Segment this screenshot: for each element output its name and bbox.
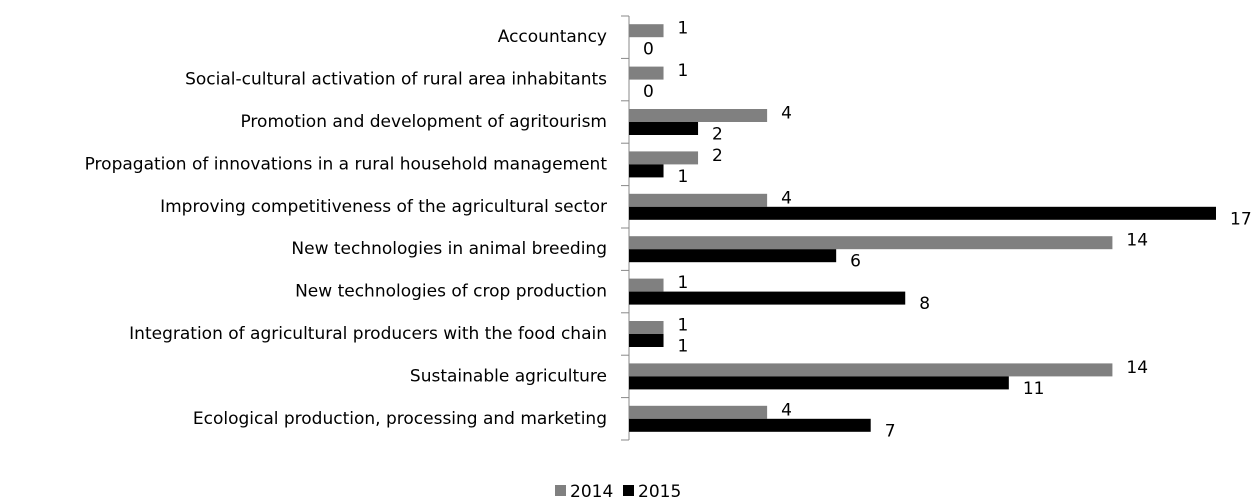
bar [629, 321, 664, 334]
category-label: Accountancy [498, 27, 607, 47]
bar [629, 109, 768, 122]
bar [629, 236, 1113, 250]
category-label: Propagation of innovations in a rural ho… [85, 154, 608, 174]
category-label: Improving competitiveness of the agricul… [160, 197, 607, 217]
legend-label: 2015 [638, 482, 681, 499]
value-label: 7 [885, 421, 896, 441]
category-label: Promotion and development of agritourism [240, 112, 607, 132]
value-label: 17 [1230, 209, 1252, 229]
category-label: Ecological production, processing and ma… [193, 409, 607, 429]
value-label: 11 [1023, 379, 1045, 399]
bar [629, 291, 906, 305]
value-label: 0 [643, 82, 654, 102]
category-label: Integration of agricultural producers wi… [129, 324, 607, 344]
legend-label: 2014 [570, 482, 613, 499]
category-label: Sustainable agriculture [410, 366, 607, 386]
value-label: 2 [712, 125, 723, 145]
category-label: New technologies in animal breeding [291, 239, 607, 259]
value-label: 14 [1126, 358, 1148, 378]
bar [629, 206, 1216, 220]
category-label: New technologies of crop production [295, 282, 607, 302]
value-label: 8 [919, 294, 930, 314]
legend-swatch [623, 485, 634, 496]
legend-swatch [555, 485, 566, 496]
bar [629, 376, 1009, 390]
value-label: 1 [678, 273, 689, 293]
bar [629, 363, 1113, 377]
value-label: 1 [678, 316, 689, 336]
bar [629, 249, 837, 263]
value-label: 1 [678, 19, 689, 39]
value-label: 1 [678, 337, 689, 357]
legend: 2014 2015 [555, 482, 681, 499]
bar [629, 334, 664, 347]
value-label: 6 [850, 252, 861, 272]
value-label: 4 [781, 400, 792, 420]
bar [629, 164, 664, 178]
value-label: 0 [643, 40, 654, 60]
value-label: 1 [678, 167, 689, 187]
bar [629, 193, 768, 207]
value-label: 4 [781, 188, 792, 208]
bar [629, 418, 871, 432]
bar [629, 278, 664, 292]
category-label: Social-cultural activation of rural area… [185, 70, 607, 90]
bar [629, 66, 664, 80]
bar [629, 405, 768, 419]
value-label: 14 [1126, 231, 1148, 251]
bar [629, 24, 664, 38]
value-label: 4 [781, 104, 792, 124]
bar [629, 151, 699, 165]
value-label: 1 [678, 61, 689, 81]
value-label: 2 [712, 146, 723, 166]
bar [629, 122, 699, 135]
